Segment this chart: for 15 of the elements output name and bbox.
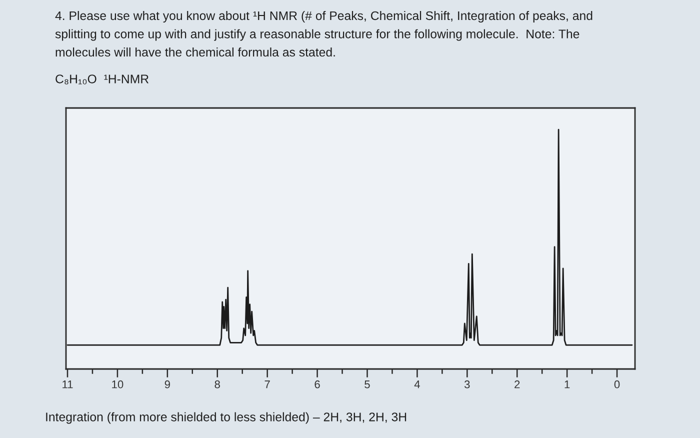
x-tick-label: 10 bbox=[112, 380, 124, 388]
x-tick-label: 1 bbox=[564, 380, 570, 388]
chart-subtitle: C₈H₁₀O ¹H-NMR bbox=[56, 74, 148, 84]
x-tick-label: 5 bbox=[364, 380, 370, 388]
x-tick-label: 8 bbox=[214, 380, 220, 388]
x-tick-label: 7 bbox=[264, 380, 270, 388]
x-tick-label: 3 bbox=[464, 380, 470, 388]
x-tick-label: 0 bbox=[614, 380, 620, 388]
x-tick-label: 6 bbox=[314, 380, 320, 388]
text: Integration (from more shielded to less shielded) – 2H, 3H, 2H, 3H bbox=[46, 412, 406, 424]
x-tick-label: 2 bbox=[514, 380, 520, 388]
x-tick-label: 4 bbox=[414, 380, 420, 388]
x-tick-label: 11 bbox=[62, 380, 73, 388]
chart-title: 4. Please use what you know about ¹H NMR (# of Peaks, Chemical Shift, Integration of peaks, and splitting to come up with and justify a reasonable structure for the following molecule. Note: The molecules will have the chemical formula as stated. bbox=[55, 11, 592, 57]
x-tick-label: 9 bbox=[164, 380, 170, 388]
